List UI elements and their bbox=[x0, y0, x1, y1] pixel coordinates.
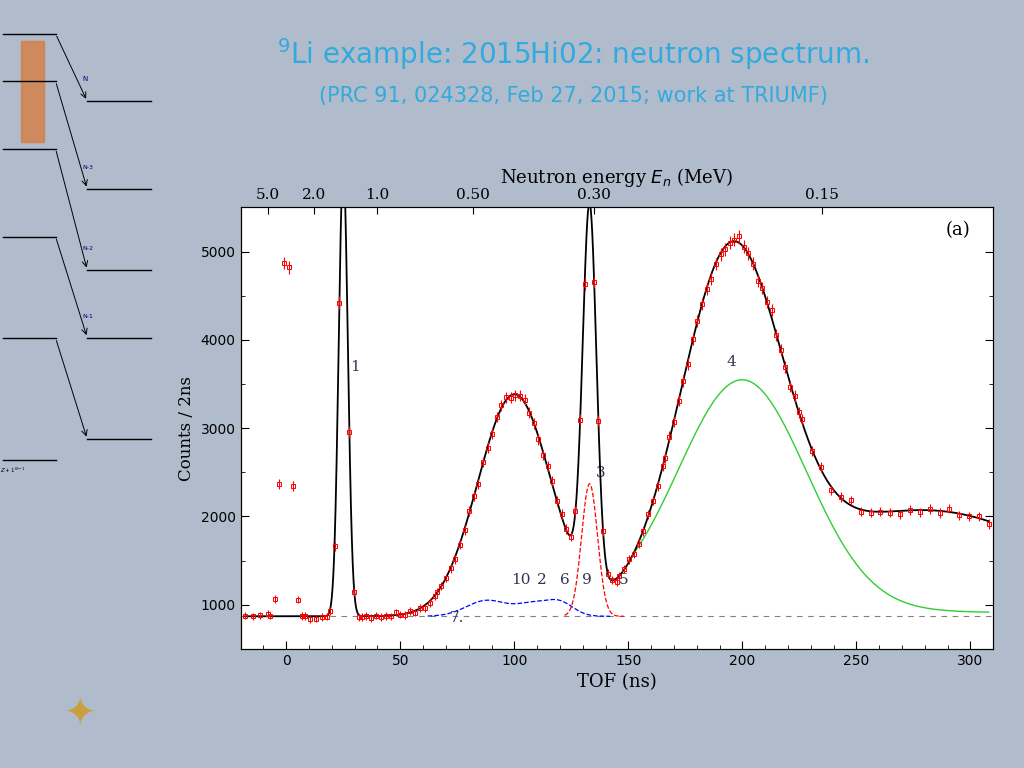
Text: ✦: ✦ bbox=[63, 695, 95, 733]
Text: $^9$Li example: 2015Hi02: neutron spectrum.: $^9$Li example: 2015Hi02: neutron spectr… bbox=[278, 36, 869, 71]
Bar bbox=[20, 41, 44, 142]
Text: 9: 9 bbox=[583, 574, 592, 588]
Text: 2: 2 bbox=[537, 574, 547, 588]
Y-axis label: Counts / 2ns: Counts / 2ns bbox=[178, 376, 196, 481]
Text: N-2: N-2 bbox=[83, 246, 93, 251]
Text: 3: 3 bbox=[596, 465, 606, 480]
Text: $Z+1^{N-1}$: $Z+1^{N-1}$ bbox=[0, 466, 26, 475]
X-axis label: TOF (ns): TOF (ns) bbox=[578, 674, 656, 691]
Text: (PRC 91, 024328, Feb 27, 2015; work at TRIUMF): (PRC 91, 024328, Feb 27, 2015; work at T… bbox=[319, 86, 827, 106]
Text: 5: 5 bbox=[618, 574, 629, 588]
Text: 7.: 7. bbox=[451, 611, 465, 624]
Text: 6: 6 bbox=[560, 574, 569, 588]
X-axis label: Neutron energy $E_n$ (MeV): Neutron energy $E_n$ (MeV) bbox=[501, 166, 733, 189]
Text: N: N bbox=[83, 76, 88, 82]
Text: (a): (a) bbox=[946, 220, 971, 239]
Text: 10: 10 bbox=[511, 574, 530, 588]
Text: N-1: N-1 bbox=[83, 313, 93, 319]
Text: N-3: N-3 bbox=[83, 165, 93, 170]
Text: 1: 1 bbox=[350, 359, 359, 374]
Text: 4: 4 bbox=[726, 356, 736, 369]
